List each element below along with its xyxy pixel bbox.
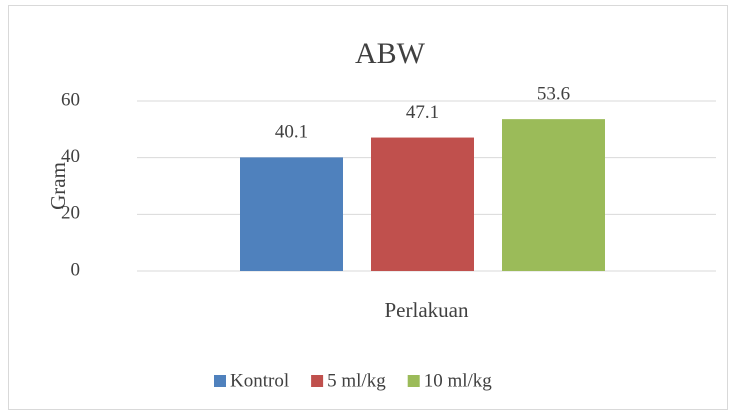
x-axis-label: Perlakuan (385, 298, 469, 322)
y-tick-label: 20 (61, 203, 80, 224)
bar (371, 137, 474, 271)
y-tick-label: 60 (61, 89, 80, 110)
bar (502, 119, 605, 271)
data-label: 53.6 (537, 83, 570, 104)
data-label: 40.1 (275, 122, 308, 143)
legend-swatch (214, 375, 226, 387)
chart-title: ABW (355, 37, 426, 70)
y-axis-label: Gram (46, 162, 70, 210)
y-tick-label: 40 (61, 146, 80, 167)
legend-swatch (407, 375, 420, 387)
legend-label: 10 ml/kg (424, 370, 493, 391)
chart-border (8, 5, 728, 410)
bar (240, 157, 343, 271)
legend-label: 5 ml/kg (327, 370, 386, 391)
data-label: 47.1 (406, 102, 439, 123)
legend-swatch (311, 375, 324, 387)
y-tick-label: 0 (71, 259, 81, 280)
legend-label: Kontrol (230, 370, 289, 391)
